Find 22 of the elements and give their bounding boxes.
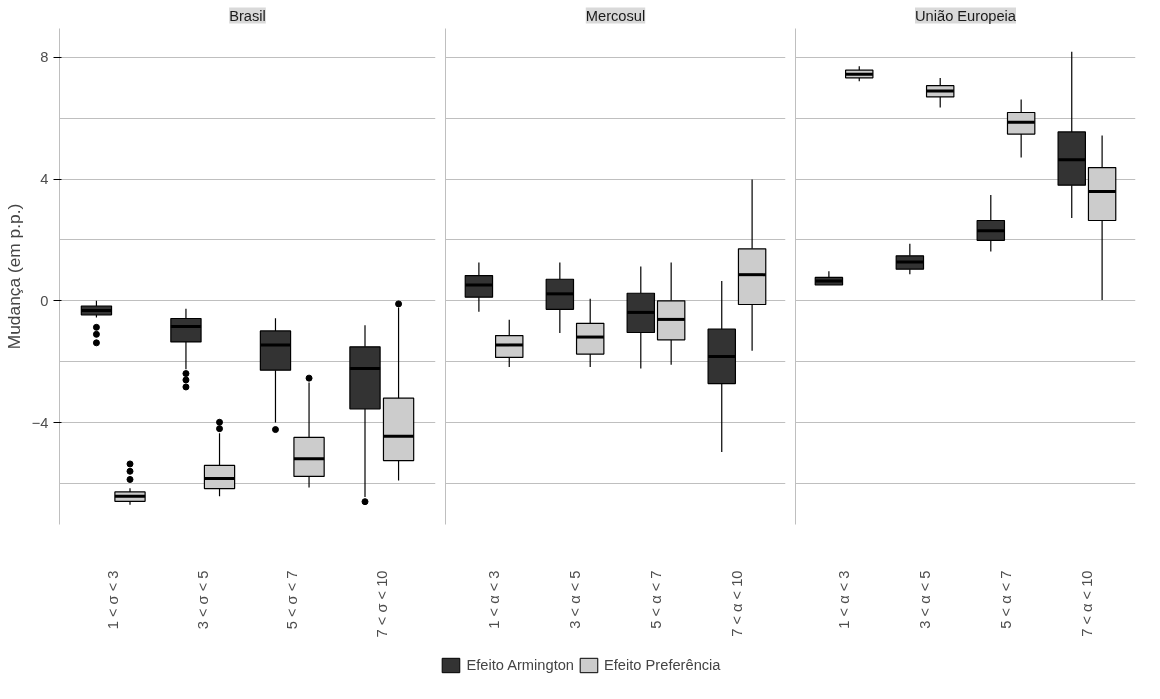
x-tick-label: 3 < σ < 5 — [194, 570, 211, 630]
x-tick-label: 1 < α < 3 — [486, 570, 503, 629]
x-tick-label: 5 < α < 7 — [647, 570, 664, 629]
x-tick-label: 3 < α < 5 — [567, 570, 584, 629]
chart-title: Brasil — [229, 7, 266, 24]
chart-title: União Europeia — [914, 7, 1017, 24]
y-axis-title: Mudança (em p.p.) — [3, 203, 24, 350]
x-tick-label: 3 < α < 5 — [917, 570, 934, 629]
x-tick-label: 1 < α < 3 — [836, 570, 853, 629]
x-tick-label: 7 < α < 10 — [728, 570, 745, 637]
legend-label: Efeito Armington — [466, 657, 575, 673]
y-tick-label: 8 — [40, 49, 49, 66]
x-tick-label: 1 < σ < 3 — [105, 570, 122, 630]
y-tick-label: 4 — [40, 171, 49, 188]
x-tick-label: 5 < σ < 7 — [284, 570, 301, 630]
x-tick-label: 5 < α < 7 — [997, 570, 1014, 629]
y-tick-label: −4 — [31, 414, 49, 431]
x-tick-label: 7 < α < 10 — [1078, 570, 1095, 637]
chart-title: Mercosul — [585, 7, 646, 24]
y-tick-label: 0 — [40, 292, 49, 309]
x-tick-label: 7 < σ < 10 — [373, 570, 390, 638]
legend-label: Efeito Preferência — [604, 657, 721, 673]
